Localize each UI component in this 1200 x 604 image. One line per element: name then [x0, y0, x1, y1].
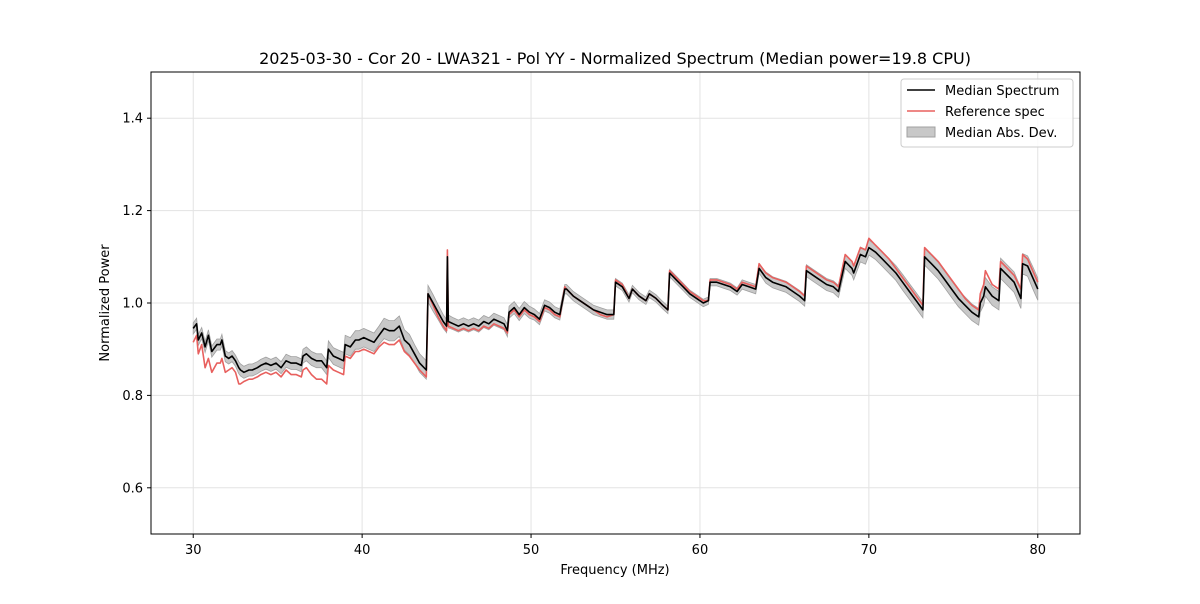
y-tick-label: 1.0	[122, 297, 143, 312]
x-tick-label: 80	[1029, 543, 1046, 558]
y-tick-label: 1.2	[122, 204, 143, 219]
series-layer	[192, 237, 1039, 385]
x-tick-label: 60	[692, 543, 709, 558]
legend-mad-swatch	[906, 126, 936, 138]
mad-band	[192, 239, 1039, 381]
x-tick-label: 50	[523, 543, 540, 558]
x-axis-label: Frequency (MHz)	[560, 563, 669, 578]
y-tick-label: 0.6	[122, 481, 143, 496]
y-axis-label: Normalized Power	[98, 244, 113, 362]
legend-reference-label: Reference spec	[945, 105, 1045, 120]
chart-title: 2025-03-30 - Cor 20 - LWA321 - Pol YY - …	[259, 49, 971, 68]
x-tick-label: 40	[354, 543, 371, 558]
x-axis: 30 40 50 60 70 80	[185, 534, 1046, 558]
legend-median-label: Median Spectrum	[945, 84, 1059, 99]
x-tick-label: 30	[185, 543, 202, 558]
y-tick-label: 0.8	[122, 389, 143, 404]
legend: Median Spectrum Reference spec Median Ab…	[900, 78, 1074, 148]
legend-box	[900, 78, 1074, 148]
x-tick-label: 70	[861, 543, 878, 558]
legend-mad-label: Median Abs. Dev.	[945, 126, 1057, 141]
mad-band-layer	[192, 239, 1039, 381]
y-tick-label: 1.4	[122, 112, 143, 127]
y-axis: 0.6 0.8 1.0 1.2 1.4	[122, 112, 151, 496]
median-spectrum-line	[192, 246, 1039, 374]
